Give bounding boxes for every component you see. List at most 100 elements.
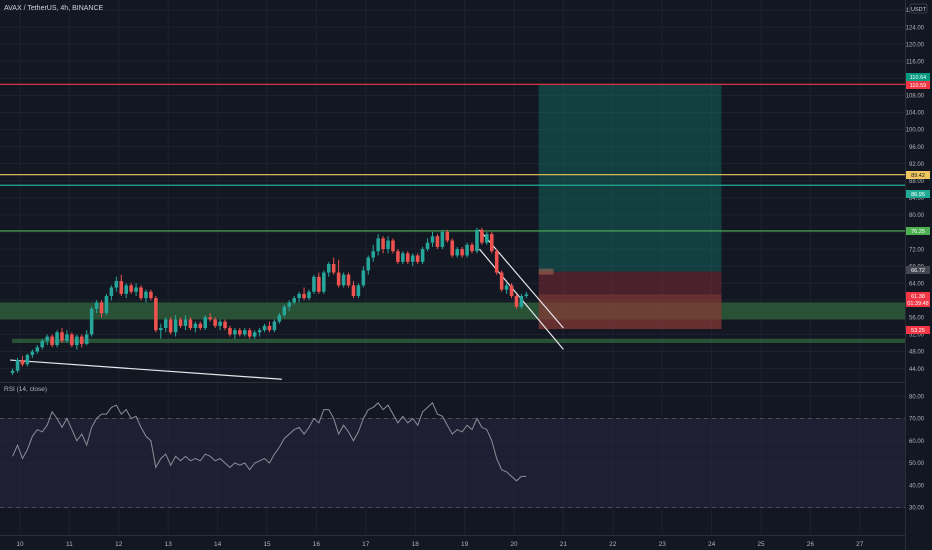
price-tick-label: 80.00 xyxy=(909,213,925,219)
candle-body xyxy=(198,323,203,329)
candle-body xyxy=(238,330,242,335)
rsi-tick-label: 50.00 xyxy=(909,461,925,467)
long-position-tool[interactable] xyxy=(538,84,722,330)
price-tick-label: 116.00 xyxy=(906,59,925,65)
candle-body xyxy=(104,296,109,314)
candle-body xyxy=(450,240,455,256)
candle-body xyxy=(267,325,272,331)
time-tick-label: 26 xyxy=(807,541,815,548)
candle-body xyxy=(326,263,331,273)
candle-body xyxy=(381,238,385,250)
candle-body xyxy=(218,321,222,326)
candle-body xyxy=(317,276,321,292)
time-tick-label: 12 xyxy=(115,541,123,548)
candle-body xyxy=(213,319,217,326)
candle-body xyxy=(514,296,519,307)
candle-body xyxy=(504,285,509,290)
price-tick-label: 72.00 xyxy=(909,247,925,253)
candle-body xyxy=(499,272,504,290)
candles xyxy=(10,227,529,375)
candle-body xyxy=(228,328,232,335)
candle-body xyxy=(114,281,119,288)
candle-body xyxy=(84,334,89,344)
candle-body xyxy=(307,291,311,299)
price-badge xyxy=(906,171,930,179)
candle-body xyxy=(154,298,158,331)
candle-body xyxy=(277,315,282,322)
candle-body xyxy=(455,249,459,256)
candle-body xyxy=(45,336,49,341)
rsi-axis: 80.00 70.00 60.00 50.00 40.00 30.00 xyxy=(909,394,925,511)
rsi-band xyxy=(0,418,905,508)
candle-body xyxy=(129,285,133,292)
candle-body xyxy=(287,302,292,307)
time-axis[interactable]: 10 11 12 13 14 15 16 17 18 19 20 21 22 23 24 25 26 27 xyxy=(16,541,863,548)
time-tick-label: 20 xyxy=(510,541,518,548)
price-tick-label: 124.00 xyxy=(906,25,925,31)
rsi-tick-label: 80.00 xyxy=(909,394,925,400)
rsi-tick-label: 40.00 xyxy=(909,483,925,489)
candle-body xyxy=(509,285,514,297)
price-badge-label: 61.38 xyxy=(911,294,925,300)
currency-label[interactable]: USDT xyxy=(909,3,928,14)
time-tick-label: 16 xyxy=(313,541,321,548)
time-tick-label: 13 xyxy=(165,541,173,548)
candle-body xyxy=(391,240,395,252)
price-badges: 110.64 110.59 89.42 86.95 76.25 66.72 61.3801:… xyxy=(906,73,930,334)
time-tick-label: 27 xyxy=(856,541,864,548)
candle-body xyxy=(247,330,252,337)
candle-body xyxy=(55,332,59,346)
price-tick-label: 100.00 xyxy=(906,128,925,134)
candle-body xyxy=(519,296,524,307)
rsi-tick-label: 70.00 xyxy=(909,417,925,423)
price-tick-label: 44.00 xyxy=(909,367,925,373)
candle-body xyxy=(356,285,361,297)
candle-body xyxy=(489,234,494,252)
time-tick-label: 10 xyxy=(16,541,24,548)
candle-body xyxy=(109,287,114,297)
candle-body xyxy=(494,251,499,273)
open-pl-zone xyxy=(538,294,722,330)
candle-body xyxy=(465,244,469,256)
price-badge-label: 66.72 xyxy=(911,268,925,274)
candle-body xyxy=(366,257,371,271)
candle-body xyxy=(410,255,415,262)
time-tick-label: 23 xyxy=(659,541,667,548)
candle-body xyxy=(99,302,104,314)
time-tick-label: 17 xyxy=(362,541,370,548)
candle-body xyxy=(223,321,227,329)
candle-body xyxy=(376,238,380,252)
price-badge-label: 110.64 xyxy=(910,75,926,81)
price-badge xyxy=(906,190,930,198)
candle-body xyxy=(20,360,25,365)
currency-text: USDT xyxy=(911,7,927,13)
candle-body xyxy=(336,272,341,286)
candle-body xyxy=(445,231,450,241)
candle-body xyxy=(341,274,346,286)
candle-body xyxy=(475,229,479,252)
candle-body xyxy=(272,321,277,331)
horizontal-levels[interactable] xyxy=(0,83,905,232)
candle-body xyxy=(312,276,316,292)
candle-body xyxy=(75,336,79,346)
candle-body xyxy=(282,306,287,316)
candle-body xyxy=(163,319,168,329)
candle-body xyxy=(346,274,351,286)
price-badge-label: 01:39:48 xyxy=(907,301,928,307)
candle-body xyxy=(297,293,301,299)
candle-body xyxy=(252,332,257,337)
candle-body xyxy=(322,272,326,292)
candle-body xyxy=(302,293,306,299)
candle-body xyxy=(485,234,489,243)
profit-zone xyxy=(538,84,722,272)
candle-body xyxy=(178,319,183,326)
candle-body xyxy=(183,319,188,326)
price-badge xyxy=(906,299,930,307)
candle-body xyxy=(371,251,375,258)
price-badge-label: 89.42 xyxy=(911,173,925,179)
price-tick-label: 88.00 xyxy=(909,179,925,185)
candle-body xyxy=(89,308,94,335)
price-tick-label: 108.00 xyxy=(906,94,925,100)
candle-body xyxy=(470,244,474,252)
